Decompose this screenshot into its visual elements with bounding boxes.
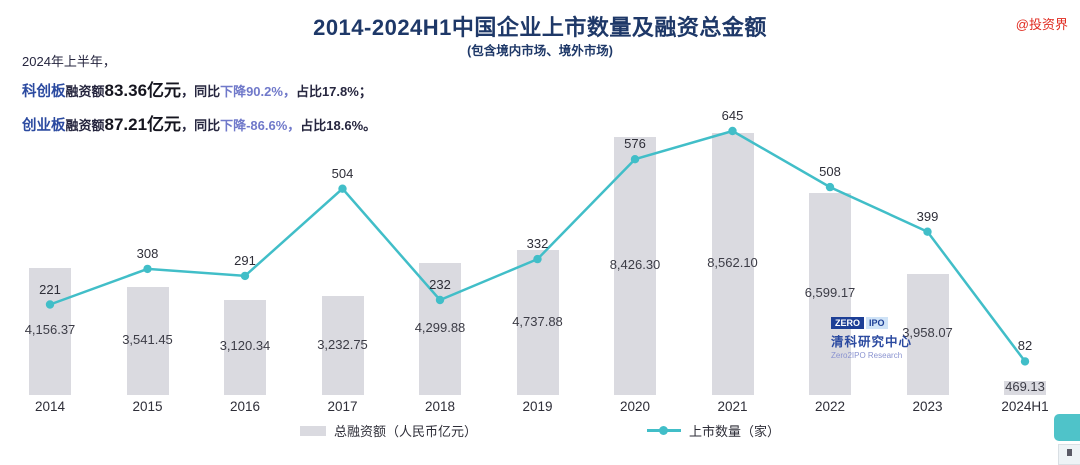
x-axis-label: 2015 — [132, 399, 163, 414]
legend-item-line: 上市数量（家） — [647, 421, 780, 440]
bar-value-label: 4,156.37 — [24, 322, 76, 338]
bar-value-label: 469.13 — [1005, 378, 1045, 394]
annotation-segment: 科创板 — [22, 84, 66, 101]
line-point — [338, 184, 347, 193]
line-legend-swatch — [647, 425, 681, 435]
watermark: @投资界 — [1015, 17, 1068, 32]
page-title: 2014-2024H1中国企业上市数量及融资总金额 — [313, 15, 767, 40]
line-point — [923, 227, 932, 236]
annotation-segment: ，同比 — [181, 84, 221, 100]
zero2ipo-logo: ZERO IPO 清科研究中心 Zero2IPO Research — [831, 317, 941, 360]
line-point-label: 504 — [331, 165, 354, 181]
x-axis-label: 2016 — [229, 399, 261, 414]
bar-value-label: 4,299.88 — [414, 320, 466, 336]
bar-value-label: 6,599.17 — [804, 285, 856, 301]
line-point — [825, 182, 835, 192]
x-axis-label: 2019 — [522, 399, 553, 414]
bar-legend-swatch — [299, 425, 326, 436]
legend-label: 总融资额（人民币亿元） — [333, 424, 477, 439]
line-point-label: 508 — [819, 164, 841, 180]
annotation-segment: 占比17.8%； — [295, 84, 372, 100]
annotation-segment: 融资额 — [65, 84, 105, 100]
bar-value-label: 3,232.75 — [317, 336, 368, 352]
bar-value-label: 3,120.34 — [219, 338, 271, 354]
x-axis-label: 2022 — [814, 399, 846, 414]
line-point-label: 645 — [721, 108, 744, 123]
x-axis-label: 2020 — [619, 399, 651, 414]
bar-value-label: 4,737.88 — [512, 313, 563, 329]
logo-ipo-box: IPO — [866, 317, 888, 329]
line-point-label: 399 — [916, 208, 939, 224]
line-point — [240, 271, 250, 281]
x-axis-label: 2017 — [327, 399, 358, 414]
logo-chinese-name: 清科研究中心 — [831, 335, 913, 349]
page-subtitle: (包含境内市场、境外市场) — [467, 44, 613, 58]
annotation-line-1: 2024年上半年， — [22, 54, 116, 69]
corner-widget-glyph — [1067, 449, 1072, 456]
zero2ipo-logo-mark: ZERO IPO — [831, 317, 941, 329]
line-point-label: 291 — [234, 252, 256, 268]
annotation-line-2: 科创板融资额83.36亿元，同比下降90.2%，占比17.8%； — [22, 80, 376, 102]
chart-legend: 总融资额（人民币亿元） 上市数量（家） — [0, 421, 1080, 440]
annotation-segment: 下降90.2%， — [220, 84, 296, 100]
annotation-line-3: 创业板融资额87.21亿元，同比下降-86.6%，占比18.6%。 — [22, 114, 376, 136]
bar-value-label: 8,426.30 — [609, 257, 661, 273]
legend-item-bar: 总融资额（人民币亿元） — [299, 421, 477, 440]
x-axis-label: 2024H1 — [1001, 399, 1049, 414]
corner-widget-button[interactable] — [1054, 414, 1080, 441]
line-point — [143, 264, 152, 274]
x-axis-label: 2014 — [34, 399, 66, 414]
x-axis-label: 2023 — [912, 399, 943, 414]
line-point-label: 82 — [1017, 338, 1033, 354]
line-point-label: 332 — [526, 236, 549, 252]
annotation-segment: 87.21亿元 — [104, 115, 182, 135]
line-point-label: 308 — [136, 245, 159, 261]
legend-label: 上市数量（家） — [689, 424, 781, 439]
bar-value-label: 8,562.10 — [707, 255, 758, 270]
logo-zero-box: ZERO — [831, 317, 865, 329]
x-axis-label: 2018 — [424, 399, 456, 414]
line-point — [1020, 357, 1030, 366]
x-axis-label: 2021 — [717, 399, 748, 414]
annotation-segment: 占比18.6%。 — [300, 118, 377, 134]
line-point-label: 232 — [429, 277, 451, 293]
logo-english-name: Zero2IPO Research — [831, 351, 903, 360]
annotation-segment: ，同比 — [181, 118, 221, 134]
annotation-segment: 83.36亿元 — [104, 81, 182, 101]
annotation-segment: 下降-86.6%， — [220, 118, 301, 134]
line-point-label: 576 — [624, 136, 646, 152]
line-point-label: 221 — [39, 281, 61, 297]
annotation-segment: 融资额 — [65, 118, 105, 134]
line-legend-dot — [659, 425, 668, 435]
bar-2024H1 — [1004, 380, 1046, 395]
annotation-block: 2024年上半年， 科创板融资额83.36亿元，同比下降90.2%，占比17.8… — [22, 54, 376, 148]
bar-value-label: 3,541.45 — [122, 331, 173, 347]
